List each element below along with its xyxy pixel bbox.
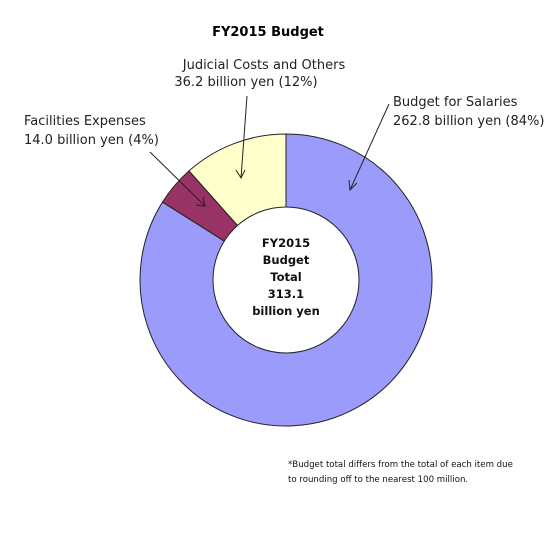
center-line-4: 313.1 (268, 287, 304, 301)
judicial-arrow (240, 95, 248, 179)
facilities-arrowhead (195, 196, 206, 207)
center-line-5: billion yen (252, 304, 320, 318)
label-facilities-name: Facilities Expenses (24, 114, 146, 129)
label-salaries-name: Budget for Salaries (393, 95, 518, 110)
label-judicial-value: 36.2 billion yen (12%) (174, 75, 317, 90)
center-line-1: FY2015 (262, 236, 310, 250)
center-line-2: Budget (263, 253, 310, 267)
salaries-arrow (349, 103, 390, 191)
label-facilities-value: 14.0 billion yen (4%) (24, 133, 159, 148)
label-judicial-name: Judicial Costs and Others (182, 58, 346, 73)
footnote-line-2: to rounding off to the nearest 100 milli… (288, 475, 469, 485)
chart-title: FY2015 Budget (212, 25, 324, 40)
leader-arrows (149, 95, 390, 207)
center-line-3: Total (270, 270, 301, 284)
footnote-line-1: *Budget total differs from the total of … (288, 460, 513, 470)
donut-hole (212, 206, 360, 354)
salaries-arrowhead (348, 179, 358, 192)
label-salaries-value: 262.8 billion yen (84%) (393, 114, 544, 129)
facilities-arrow (149, 151, 206, 207)
footnote: *Budget total differs from the total of … (288, 458, 556, 488)
judicial-arrowhead (235, 169, 246, 180)
center-total-text: FY2015 Budget Total 313.1 billion yen (252, 236, 320, 318)
